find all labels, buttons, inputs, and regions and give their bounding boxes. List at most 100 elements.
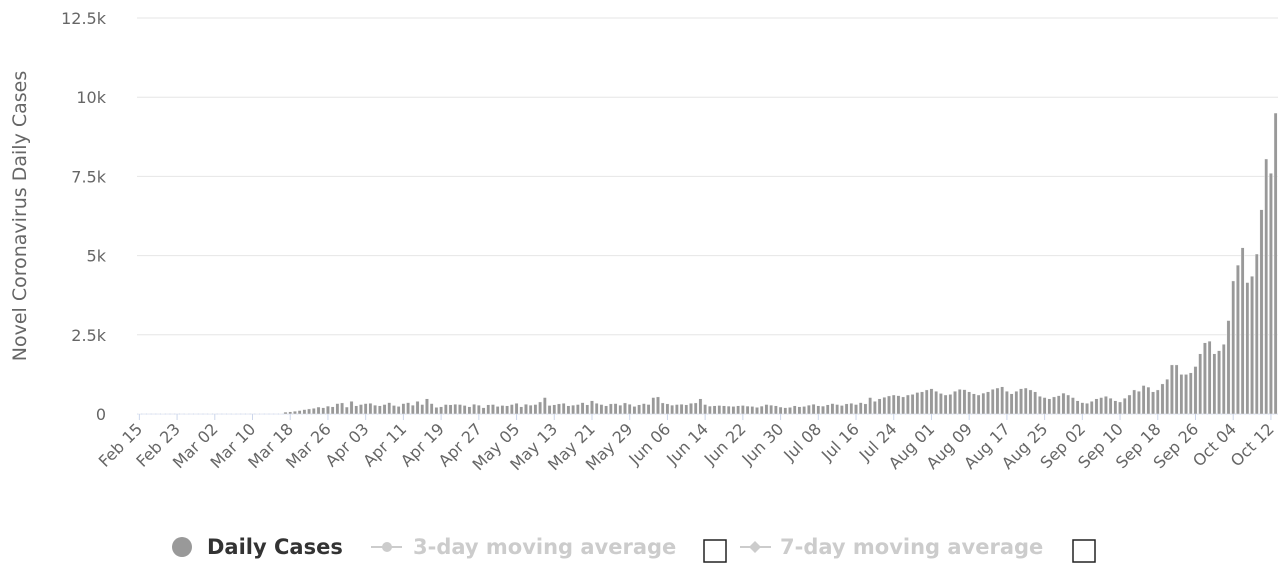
bar[interactable] bbox=[642, 403, 646, 415]
bar[interactable] bbox=[623, 402, 627, 415]
bar[interactable] bbox=[1250, 275, 1254, 415]
bar[interactable] bbox=[448, 404, 453, 415]
bar[interactable] bbox=[509, 404, 514, 415]
bar[interactable] bbox=[542, 397, 547, 415]
bar[interactable] bbox=[816, 405, 821, 415]
bar[interactable] bbox=[1061, 392, 1066, 415]
bar[interactable] bbox=[1132, 389, 1137, 415]
bar[interactable] bbox=[755, 407, 759, 415]
bar[interactable] bbox=[500, 405, 505, 415]
bar[interactable] bbox=[882, 397, 887, 415]
bar[interactable] bbox=[797, 406, 802, 415]
bar[interactable] bbox=[415, 401, 420, 415]
bar[interactable] bbox=[1245, 282, 1250, 415]
bar[interactable] bbox=[1269, 173, 1273, 415]
bar[interactable] bbox=[359, 404, 363, 415]
bar[interactable] bbox=[957, 389, 962, 415]
bar[interactable] bbox=[476, 404, 481, 415]
bar[interactable] bbox=[599, 404, 604, 415]
bar[interactable] bbox=[745, 405, 750, 415]
bar[interactable] bbox=[330, 406, 335, 415]
bar[interactable] bbox=[1207, 340, 1212, 415]
bar[interactable] bbox=[1212, 353, 1217, 415]
bar[interactable] bbox=[887, 395, 891, 415]
bar[interactable] bbox=[363, 403, 368, 415]
bar[interactable] bbox=[981, 392, 986, 415]
bar[interactable] bbox=[1226, 320, 1231, 415]
bar[interactable] bbox=[868, 397, 873, 415]
bar[interactable] bbox=[736, 405, 740, 415]
bar[interactable] bbox=[392, 405, 396, 415]
legend-item-3-day-average[interactable]: 3-day moving average bbox=[371, 535, 676, 559]
bar[interactable] bbox=[354, 405, 359, 415]
bar[interactable] bbox=[1113, 400, 1118, 415]
bar[interactable] bbox=[594, 403, 599, 415]
bar[interactable] bbox=[458, 404, 462, 415]
bar[interactable] bbox=[726, 405, 731, 415]
bar[interactable] bbox=[906, 394, 910, 415]
bar[interactable] bbox=[429, 403, 434, 415]
bar[interactable] bbox=[538, 401, 542, 415]
bar[interactable] bbox=[778, 406, 783, 415]
bar[interactable] bbox=[340, 402, 344, 415]
bar[interactable] bbox=[689, 403, 693, 415]
bar[interactable] bbox=[1118, 401, 1122, 415]
bar[interactable] bbox=[288, 411, 293, 415]
bar[interactable] bbox=[1071, 397, 1075, 415]
bar[interactable] bbox=[566, 405, 571, 415]
bar[interactable] bbox=[410, 404, 415, 415]
bar[interactable] bbox=[1236, 264, 1240, 415]
bar[interactable] bbox=[802, 406, 806, 415]
bar[interactable] bbox=[297, 410, 302, 415]
bar[interactable] bbox=[604, 405, 608, 415]
bar[interactable] bbox=[708, 405, 712, 415]
bar[interactable] bbox=[373, 404, 377, 415]
bar[interactable] bbox=[311, 408, 316, 415]
bar[interactable] bbox=[1005, 390, 1009, 415]
bar[interactable] bbox=[741, 405, 745, 415]
bar[interactable] bbox=[335, 403, 340, 415]
bar[interactable] bbox=[948, 394, 953, 415]
bar[interactable] bbox=[858, 402, 863, 415]
bar[interactable] bbox=[651, 397, 656, 415]
bar[interactable] bbox=[1047, 398, 1052, 415]
bar[interactable] bbox=[547, 405, 552, 415]
bar[interactable] bbox=[962, 389, 967, 415]
bar[interactable] bbox=[1042, 397, 1047, 415]
bar[interactable] bbox=[1023, 387, 1028, 415]
bar[interactable] bbox=[1155, 389, 1160, 415]
bar[interactable] bbox=[528, 404, 533, 415]
bar[interactable] bbox=[491, 404, 495, 415]
bar[interactable] bbox=[693, 402, 698, 415]
bar[interactable] bbox=[1141, 385, 1146, 415]
bar[interactable] bbox=[1259, 209, 1264, 415]
bar[interactable] bbox=[382, 404, 387, 415]
bar[interactable] bbox=[722, 405, 726, 415]
bar[interactable] bbox=[396, 406, 401, 415]
bar[interactable] bbox=[783, 407, 788, 415]
bar[interactable] bbox=[821, 405, 825, 415]
bar[interactable] bbox=[1231, 280, 1236, 415]
bar[interactable] bbox=[920, 391, 924, 415]
bar[interactable] bbox=[632, 406, 637, 415]
bar[interactable] bbox=[462, 405, 467, 415]
bar[interactable] bbox=[896, 395, 901, 415]
bar[interactable] bbox=[1099, 397, 1104, 415]
bar[interactable] bbox=[1014, 390, 1019, 415]
bar[interactable] bbox=[368, 403, 373, 415]
bar[interactable] bbox=[1273, 112, 1278, 415]
bar[interactable] bbox=[1089, 401, 1094, 415]
bar[interactable] bbox=[830, 403, 835, 415]
bar[interactable] bbox=[1033, 391, 1038, 415]
bar[interactable] bbox=[561, 403, 566, 415]
bar[interactable] bbox=[293, 410, 297, 415]
bar[interactable] bbox=[580, 402, 585, 415]
bar[interactable] bbox=[1066, 394, 1071, 415]
bar[interactable] bbox=[387, 402, 392, 415]
legend-checkbox-3-day[interactable] bbox=[703, 539, 727, 563]
bar[interactable] bbox=[453, 403, 458, 415]
bar[interactable] bbox=[1193, 366, 1198, 415]
bar[interactable] bbox=[807, 404, 811, 415]
bar[interactable] bbox=[1217, 350, 1221, 415]
bar[interactable] bbox=[670, 404, 674, 415]
